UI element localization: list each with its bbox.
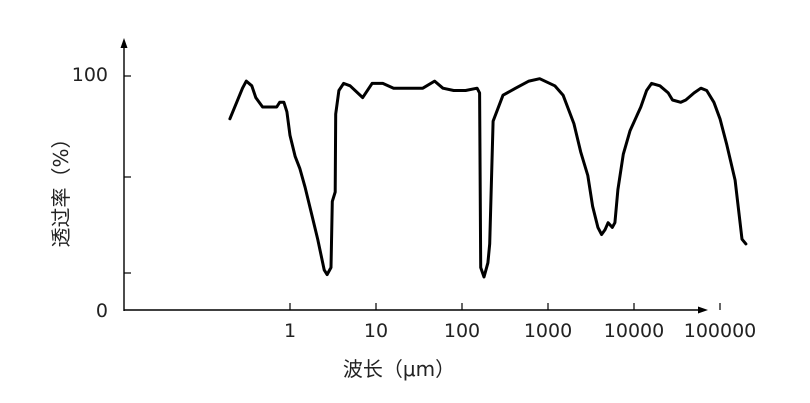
x-ticks: 1 10 100 1000 10000 100000	[284, 303, 756, 342]
x-axis-arrow	[698, 306, 708, 314]
y-axis-title: 透过率（%）	[49, 128, 73, 247]
y-tick-label: 0	[96, 300, 108, 322]
transmittance-curve	[228, 77, 748, 279]
y-axis-arrow	[120, 38, 128, 48]
x-tick-label: 10	[364, 320, 388, 342]
x-tick-label: 1000	[524, 320, 572, 342]
x-tick-label: 10000	[604, 320, 664, 342]
x-tick-label: 100	[444, 320, 480, 342]
x-tick-label: 100000	[684, 320, 757, 342]
y-ticks: 0 100	[72, 64, 131, 322]
x-tick-label: 1	[284, 320, 296, 342]
y-tick-label: 100	[72, 64, 108, 86]
x-axis-title: 波长（μm）	[343, 357, 455, 381]
